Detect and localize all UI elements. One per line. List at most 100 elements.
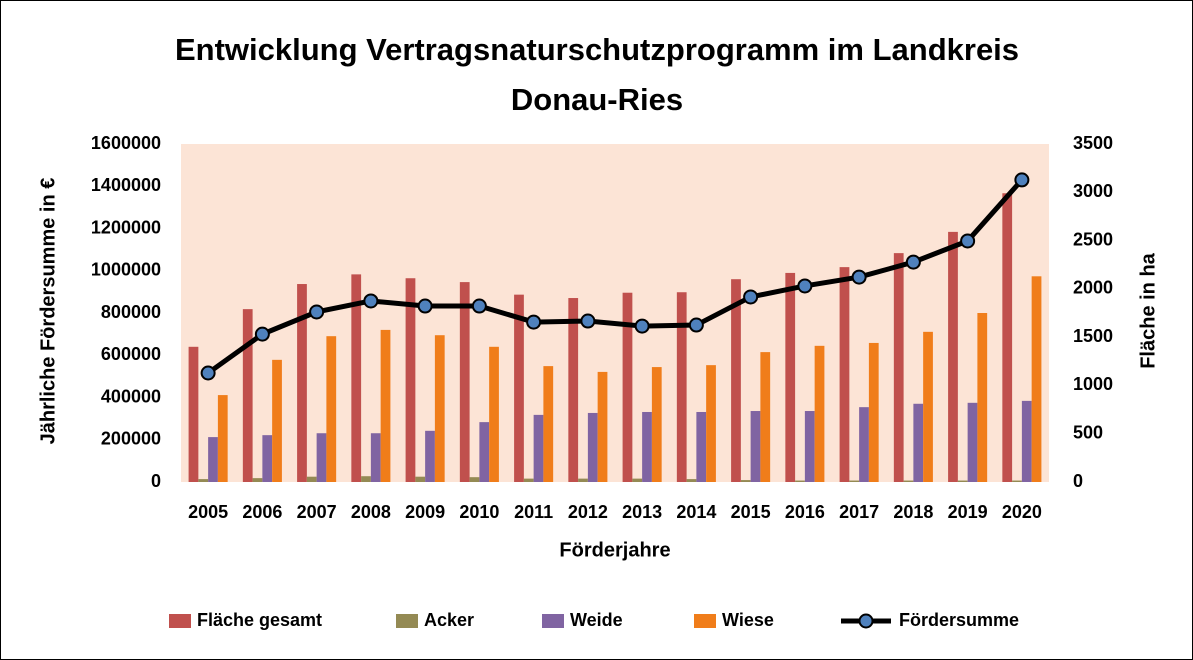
bar bbox=[489, 346, 499, 482]
bar bbox=[868, 342, 879, 482]
bar bbox=[923, 331, 933, 482]
y-tick-label: 200000 bbox=[101, 429, 161, 449]
y-tick-label: 1000000 bbox=[91, 260, 161, 280]
bar bbox=[597, 371, 608, 482]
x-tick-label: 2006 bbox=[242, 502, 282, 522]
bar bbox=[814, 345, 825, 482]
bar bbox=[351, 274, 362, 482]
legend-swatch bbox=[396, 614, 418, 628]
bar bbox=[676, 292, 687, 482]
line-marker bbox=[851, 269, 867, 285]
bar bbox=[188, 346, 199, 482]
bar bbox=[651, 367, 662, 482]
bar bbox=[316, 433, 327, 482]
x-tick-label: 2012 bbox=[568, 502, 608, 522]
y2-tick-label: 500 bbox=[1073, 422, 1103, 442]
line-marker bbox=[417, 298, 433, 314]
x-tick-label: 2016 bbox=[785, 502, 825, 522]
x-tick-label: 2011 bbox=[514, 502, 553, 522]
y-tick-label: 1200000 bbox=[91, 217, 161, 237]
bar bbox=[913, 403, 924, 482]
legend-label: Fläche gesamt bbox=[197, 610, 322, 630]
line-marker bbox=[1014, 172, 1030, 188]
bar bbox=[568, 298, 579, 482]
legend-label: Acker bbox=[424, 610, 474, 630]
legend-label: Fördersumme bbox=[899, 610, 1019, 630]
line-marker bbox=[526, 314, 542, 330]
x-tick-label: 2013 bbox=[622, 502, 662, 522]
y2-tick-label: 2500 bbox=[1073, 229, 1113, 249]
bar bbox=[578, 478, 588, 482]
bar bbox=[208, 437, 218, 482]
bar bbox=[977, 313, 988, 482]
y-tick-label: 0 bbox=[151, 471, 161, 491]
y-tick-label: 400000 bbox=[101, 386, 161, 406]
line-marker bbox=[363, 293, 379, 309]
y2-tick-label: 3000 bbox=[1073, 181, 1113, 201]
x-tick-label: 2015 bbox=[731, 502, 771, 522]
bar bbox=[785, 272, 796, 482]
bar bbox=[903, 480, 914, 482]
legend-marker bbox=[858, 613, 874, 629]
bar bbox=[297, 284, 307, 482]
line-marker bbox=[797, 278, 813, 294]
x-tick-label: 2010 bbox=[459, 502, 499, 522]
bar bbox=[948, 231, 958, 482]
bar bbox=[706, 365, 716, 482]
bar bbox=[459, 282, 470, 482]
bar bbox=[893, 253, 904, 482]
x-tick-label: 2005 bbox=[188, 502, 228, 522]
bar bbox=[272, 359, 282, 482]
bar bbox=[804, 411, 815, 482]
bar bbox=[642, 411, 652, 482]
bar bbox=[242, 309, 253, 482]
y2-tick-label: 1000 bbox=[1073, 374, 1113, 394]
x-tick-label: 2017 bbox=[839, 502, 879, 522]
bar bbox=[252, 478, 263, 482]
bar bbox=[1021, 400, 1032, 482]
bar bbox=[469, 477, 480, 482]
line bbox=[206, 178, 1024, 376]
y2-tick-label: 1500 bbox=[1073, 326, 1113, 346]
y-axis-label: Jährliche Fördersumme in € bbox=[37, 178, 59, 445]
bar bbox=[262, 435, 273, 482]
line-marker bbox=[634, 318, 650, 334]
bar bbox=[380, 329, 391, 482]
bar bbox=[405, 278, 416, 482]
line-marker bbox=[960, 233, 976, 249]
bar bbox=[622, 292, 633, 482]
legend-label: Weide bbox=[570, 610, 623, 630]
bar bbox=[217, 395, 228, 482]
bar bbox=[523, 478, 534, 482]
x-tick-label: 2020 bbox=[1002, 502, 1042, 522]
bar bbox=[839, 267, 850, 482]
bar bbox=[434, 335, 445, 482]
line-marker bbox=[905, 254, 921, 270]
line-marker bbox=[254, 326, 270, 342]
bar bbox=[731, 279, 741, 482]
line-marker bbox=[580, 313, 596, 329]
line-marker bbox=[688, 317, 704, 333]
bar bbox=[1012, 480, 1022, 482]
bar bbox=[696, 411, 707, 482]
bar bbox=[514, 294, 524, 482]
bar bbox=[750, 411, 761, 482]
y-tick-label: 800000 bbox=[101, 302, 161, 322]
bar bbox=[361, 476, 371, 482]
bar bbox=[686, 479, 697, 482]
bar bbox=[543, 366, 554, 482]
legend-swatch bbox=[542, 614, 564, 628]
legend-swatch bbox=[169, 614, 191, 628]
x-tick-label: 2014 bbox=[676, 502, 716, 522]
x-tick-label: 2009 bbox=[405, 502, 445, 522]
chart-title: Entwicklung Vertragsnaturschutzprogramm … bbox=[174, 32, 1020, 117]
y-tick-label: 600000 bbox=[101, 344, 161, 364]
bar bbox=[198, 479, 209, 482]
line-marker bbox=[200, 365, 216, 381]
y2-tick-label: 3500 bbox=[1073, 133, 1113, 153]
bar bbox=[533, 414, 544, 482]
x-tick-label: 2019 bbox=[948, 502, 988, 522]
x-tick-label: 2007 bbox=[297, 502, 337, 522]
